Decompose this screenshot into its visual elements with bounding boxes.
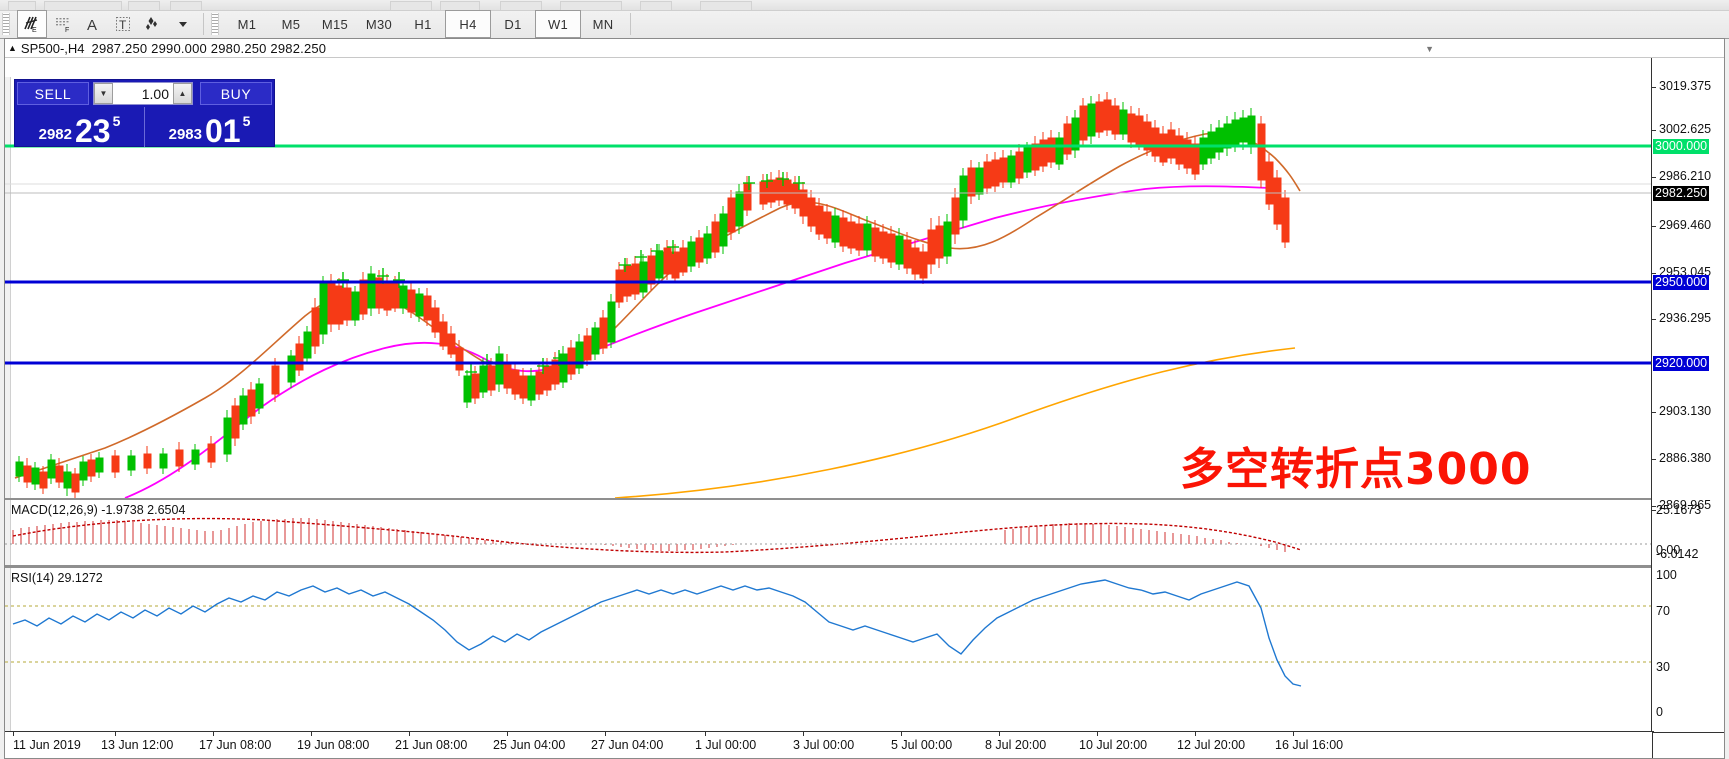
macd-label: MACD(12,26,9) -1.9738 2.6504	[11, 503, 186, 517]
price-tick-3002: 3002.625	[1659, 122, 1712, 136]
buy-price-fraction: 5	[242, 113, 251, 129]
time-tick-8: 3 Jul 00:00	[793, 738, 855, 752]
sell-price[interactable]: 2982 23 5	[15, 107, 144, 147]
chart-window: ▲ SP500-,H4 2987.250 2990.000 2980.250 2…	[4, 38, 1725, 759]
symbol-info-bar: ▲ SP500-,H4 2987.250 2990.000 2980.250 2…	[5, 39, 1724, 58]
timeframe-mn[interactable]: MN	[592, 16, 614, 32]
buy-price[interactable]: 2983 01 5	[144, 107, 274, 147]
toolbar-grip[interactable]	[2, 13, 10, 35]
rsi-tick-100: 100	[1656, 568, 1677, 582]
price-chart-svg	[5, 92, 1654, 499]
rsi-label: RSI(14) 29.1272	[11, 571, 103, 585]
price-tick-2869: 2869.965	[1659, 498, 1712, 512]
price-badge-2950: 2950.000	[1653, 275, 1710, 290]
volume-up-icon[interactable]: ▲	[173, 83, 192, 104]
time-tick-3: 19 Jun 08:00	[297, 738, 370, 752]
objects-dropdown-icon[interactable]	[169, 11, 197, 37]
macd-tick-min: -6.0142	[1656, 547, 1699, 561]
toolbar-overflow-strip	[0, 0, 1729, 11]
timeframe-m30[interactable]: M30	[365, 16, 393, 32]
svg-text:F: F	[65, 27, 69, 34]
timeframe-m15[interactable]: M15	[321, 16, 349, 32]
timeframe-grip[interactable]	[211, 13, 219, 35]
sell-price-fraction: 5	[112, 113, 121, 129]
timeframe-d1[interactable]: D1	[504, 16, 522, 32]
price-tick-2886: 2886.380	[1659, 451, 1712, 465]
grid-f-icon[interactable]: F	[49, 11, 77, 37]
symbol-ohlc: 2987.250 2990.000 2980.250 2982.250	[91, 40, 327, 56]
sell-price-big: 23	[74, 113, 111, 149]
macd-pane[interactable]: MACD(12,26,9) -1.9738 2.6504	[5, 499, 1654, 567]
timeframe-m5[interactable]: M5	[281, 16, 301, 32]
rsi-pane[interactable]: RSI(14) 29.1272	[5, 567, 1654, 732]
objects-icon[interactable]	[139, 11, 167, 37]
macd-tick-max: 25.1673	[1656, 503, 1702, 517]
time-tick-4: 21 Jun 08:00	[395, 738, 468, 752]
time-tick-9: 5 Jul 00:00	[891, 738, 953, 752]
rsi-chart-svg	[5, 579, 1654, 687]
timeframe-w1[interactable]: W1	[535, 10, 581, 38]
time-tick-1: 13 Jun 12:00	[101, 738, 174, 752]
price-badge-3000: 3000.000	[1653, 139, 1710, 154]
text-object-icon[interactable]: T	[109, 11, 137, 37]
time-tick-12: 12 Jul 20:00	[1177, 738, 1246, 752]
axis-corner	[1652, 732, 1724, 758]
time-tick-10: 8 Jul 20:00	[985, 738, 1047, 752]
timeframe-h1[interactable]: H1	[414, 16, 432, 32]
toolbar: E F A	[0, 0, 1729, 39]
volume-stepper[interactable]: ▼ 1.00 ▲	[93, 82, 193, 105]
collapse-triangle-icon[interactable]: ▲	[8, 43, 17, 53]
time-tick-6: 27 Jun 04:00	[591, 738, 664, 752]
time-tick-0: 11 Jun 2019	[13, 738, 81, 752]
left-rail	[5, 77, 11, 758]
price-pane[interactable]: 多空转折点3000	[5, 58, 1654, 499]
time-tick-13: 16 Jul 16:00	[1275, 738, 1344, 752]
svg-text:A: A	[87, 17, 97, 34]
svg-text:E: E	[32, 27, 37, 34]
svg-text:T: T	[119, 18, 127, 32]
price-badge-2920: 2920.000	[1653, 356, 1710, 371]
text-label-icon[interactable]: A	[79, 11, 107, 37]
buy-price-whole: 2983	[168, 126, 202, 143]
toolbar-separator	[203, 13, 204, 35]
chart-plot-area[interactable]: 多空转折点3000 MACD(12,26,9) -1.9738 2.6504	[5, 58, 1724, 758]
price-tick-2903: 2903.130	[1659, 404, 1712, 418]
rsi-tick-70: 70	[1656, 604, 1670, 618]
toolbar-separator-end	[630, 13, 631, 35]
price-tick-2969: 2969.460	[1659, 218, 1712, 232]
volume-value[interactable]: 1.00	[141, 85, 169, 102]
symbol-name: SP500-,H4	[20, 40, 85, 56]
time-tick-5: 25 Jun 04:00	[493, 738, 566, 752]
price-tick-2936: 2936.295	[1659, 311, 1712, 325]
volume-down-icon[interactable]: ▼	[94, 83, 113, 104]
octp-prices-row: 2982 23 5 2983 01 5	[15, 107, 274, 147]
octp-controls-row: SELL ▼ 1.00 ▲ BUY	[15, 80, 274, 107]
time-tick-7: 1 Jul 00:00	[695, 738, 757, 752]
time-tick-2: 17 Jun 08:00	[199, 738, 272, 752]
chart-annotation-text: 多空转折点3000	[1180, 444, 1532, 495]
toolbar-buttons-row: E F A	[0, 10, 1729, 38]
rsi-tick-0: 0	[1656, 705, 1663, 719]
buy-price-big: 01	[204, 113, 241, 149]
price-badge-last: 2982.250	[1653, 186, 1710, 201]
price-tick-3019: 3019.375	[1659, 79, 1712, 93]
window-minimize-icon[interactable]: ▼	[1425, 44, 1434, 54]
price-axis[interactable]: 3019.375 3002.625 2986.210 2969.460 2953…	[1651, 58, 1724, 731]
time-tick-11: 10 Jul 20:00	[1079, 738, 1148, 752]
buy-button[interactable]: BUY	[200, 82, 272, 105]
expert-advisor-icon[interactable]: E	[17, 10, 47, 38]
sell-price-whole: 2982	[38, 126, 72, 143]
candlesticks	[15, 92, 1290, 498]
time-axis[interactable]: 11 Jun 2019 13 Jun 12:00 17 Jun 08:00 19…	[5, 731, 1654, 758]
timeframe-m1[interactable]: M1	[237, 16, 257, 32]
one-click-trading-panel[interactable]: SELL ▼ 1.00 ▲ BUY 2982 23 5 2983	[14, 79, 275, 147]
price-tick-2986: 2986.210	[1659, 169, 1712, 183]
macd-tick-zero: 0.00	[1656, 543, 1681, 557]
sell-button[interactable]: SELL	[17, 82, 89, 105]
timeframe-h4[interactable]: H4	[445, 10, 491, 38]
rsi-tick-30: 30	[1656, 660, 1670, 674]
macd-chart-svg	[5, 517, 1654, 554]
